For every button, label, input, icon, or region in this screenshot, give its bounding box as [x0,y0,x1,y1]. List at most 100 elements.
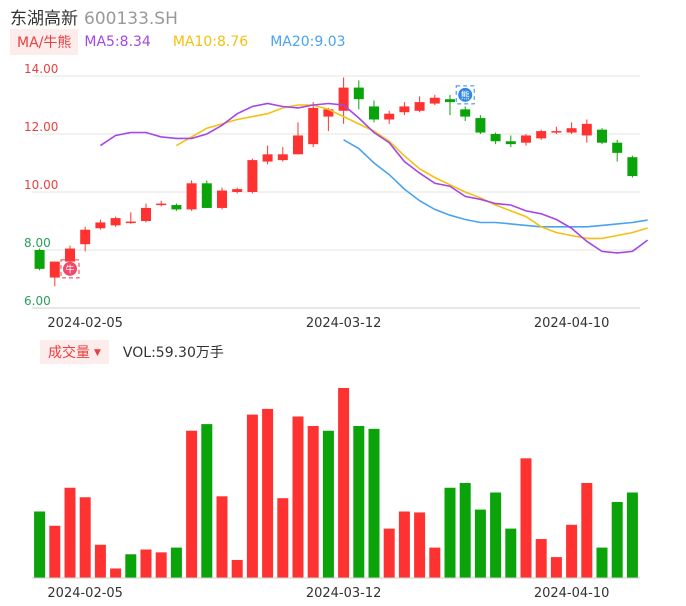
candle [323,107,334,132]
y-tick-label: 12.00 [24,120,58,134]
ma-legend: MA/牛熊 MA5:8.34 MA10:8.76 MA20:9.03 [10,29,368,55]
volume-bar [353,426,365,578]
x-tick-label: 2024-03-12 [306,316,382,331]
ma20-label: MA20:9.03 [270,34,346,50]
candle [110,216,121,227]
volume-bar [110,568,122,578]
volume-bar [322,430,334,578]
candle-body [566,128,577,133]
volume-bar [292,416,304,578]
candle-body [156,203,167,206]
candle [277,147,288,162]
candle [232,187,243,194]
y-tick-label: 6.00 [24,294,51,308]
candle-body [247,160,258,192]
candle-body [141,207,151,221]
candle-body [125,221,136,224]
volume-bar [474,509,486,578]
candle-body [49,261,60,278]
x-tick-label: 2024-03-12 [306,586,382,601]
volume-bar [277,498,289,578]
volume-bar [414,512,426,578]
candle-body [612,142,623,153]
candle [125,212,136,224]
bull-marker: 牛 [60,259,80,279]
candle-body [551,131,562,133]
ma10-line [176,104,648,240]
volume-bar [611,502,623,578]
volume-bar [429,547,441,578]
candle [399,102,410,116]
volume-bar [505,528,517,578]
candle [201,180,212,208]
volume-bar [307,426,319,578]
volume-bar [125,554,137,578]
candle [551,126,562,134]
candle-body [521,135,531,143]
volume-bar [626,492,638,578]
candle [156,200,167,207]
candle [597,128,607,145]
volume-bar [231,559,243,578]
candle-body [399,106,410,113]
volume-bar [444,487,456,578]
volume-bar [520,458,532,578]
candle-body [490,134,501,142]
candle [445,94,455,116]
candle-body [217,190,227,208]
candle [475,115,486,134]
volume-bar [459,483,471,578]
ma5-label: MA5:8.34 [84,34,151,50]
candle-body [445,99,455,103]
candle [262,145,273,165]
marker-label: 熊 [461,89,470,101]
ma10-label: MA10:8.76 [172,34,249,50]
candle [293,122,303,155]
candle-body [384,113,395,120]
candle-body [597,129,607,143]
volume-bar [581,483,593,578]
marker-badge [458,87,473,102]
volume-bar [262,408,274,578]
marker-label: 牛 [65,263,74,275]
candle-body [110,218,121,226]
stock-code: 600133.SH [84,9,178,29]
volume-toggle-button[interactable]: 成交量 ▼ [40,340,109,364]
candle [49,261,60,287]
candle [460,106,471,121]
candle-body [262,154,273,162]
candle-body [369,106,379,120]
y-tick-label: 14.00 [24,62,58,76]
marker-frame [60,259,80,279]
volume-bar [398,511,410,578]
volume-bar [383,528,395,578]
volume-bar [246,414,258,578]
ma-toggle-button[interactable]: MA/牛熊 [10,29,79,55]
ma5-line [99,102,649,254]
candle [536,129,547,140]
candle-body [232,189,243,192]
candle-body [34,250,45,269]
candle-body [201,183,212,208]
candle-body [536,131,547,139]
candle [353,80,364,110]
x-tick-label: 2024-02-05 [47,316,123,331]
candle-body [414,102,425,111]
volume-bar [34,511,46,578]
candle [171,203,182,211]
candle [581,119,592,143]
candle [521,134,531,146]
volume-bar [155,552,167,578]
candle-body [80,229,91,245]
candle [247,158,258,194]
volume-bar [186,430,198,578]
candle [612,139,623,162]
volume-bar [368,428,380,578]
stock-name: 东湖高新 [10,9,78,29]
candle-body [277,154,288,161]
marker-badge [63,261,77,276]
candle [186,180,197,211]
volume-bar [140,549,152,578]
volume-bar [64,487,76,578]
volume-bar [170,547,182,578]
